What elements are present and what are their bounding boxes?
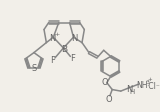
Text: NH: NH <box>136 81 147 90</box>
Text: N: N <box>126 85 132 93</box>
Text: S: S <box>31 63 37 72</box>
Text: N: N <box>49 33 56 42</box>
Text: N: N <box>71 33 77 42</box>
Text: F: F <box>50 56 55 64</box>
Text: +: + <box>148 77 153 82</box>
Text: 3: 3 <box>146 79 150 84</box>
Text: O: O <box>102 78 109 87</box>
Text: +: + <box>55 32 60 37</box>
Text: O: O <box>106 94 112 103</box>
Text: ·Cl⁻: ·Cl⁻ <box>146 82 160 90</box>
Text: H: H <box>130 88 135 94</box>
Text: F: F <box>70 54 75 63</box>
Text: B: B <box>61 45 67 54</box>
